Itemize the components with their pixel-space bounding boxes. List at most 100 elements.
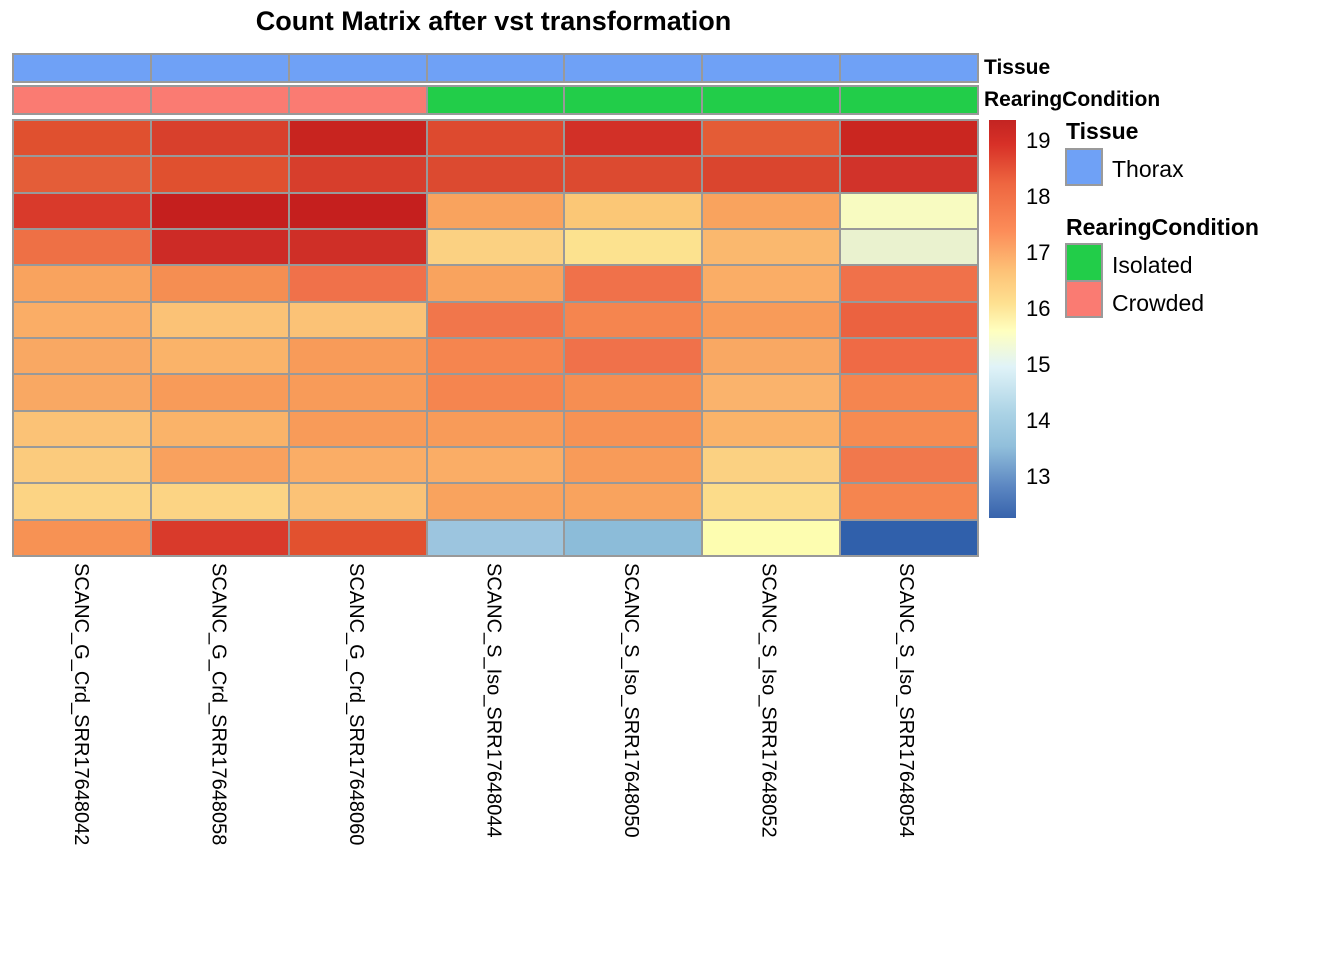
legend-label-crowded: Crowded (1112, 290, 1205, 316)
heatmap-cell (703, 121, 840, 156)
heatmap-cell (703, 411, 840, 446)
heatmap-cell (565, 520, 702, 555)
heatmap-cell (841, 229, 977, 265)
rearing-annotation-cell (427, 87, 564, 113)
color-scale-ticks: 19 18 17 16 15 14 13 (1026, 120, 1086, 518)
heatmap-cell (14, 121, 150, 156)
heatmap-cell (289, 447, 426, 483)
heatmap-cell (565, 484, 702, 519)
column-label: SCANC_S_Iso_SRR17648050 (620, 563, 643, 838)
heatmap-cell (14, 157, 150, 192)
heatmap-cell (14, 193, 150, 228)
heatmap-cell (427, 447, 564, 483)
column-label-slot: SCANC_S_Iso_SRR17648044 (425, 563, 563, 953)
heatmap-cell (565, 411, 702, 446)
heatmap-cell (14, 520, 150, 555)
heatmap-cell (427, 375, 564, 410)
column-label: SCANC_G_Crd_SRR17648058 (207, 563, 230, 846)
heatmap-cell (841, 484, 977, 519)
heatmap-cell (565, 375, 702, 410)
heatmap-cell (427, 302, 564, 337)
plot-title: Count Matrix after vst transformation (255, 6, 732, 36)
rearing-annotation-cell (151, 87, 288, 113)
legend-label-thorax: Thorax (1112, 156, 1184, 182)
heatmap-cell (151, 193, 288, 228)
color-scale-bar (989, 120, 1016, 518)
heatmap-cell (14, 484, 150, 519)
heatmap-cell (703, 193, 840, 228)
color-scale-tick-label: 16 (1026, 296, 1051, 321)
heatmap-cell (151, 121, 288, 156)
rearing-annotation-cell (565, 87, 702, 113)
heatmap-cell (151, 266, 288, 301)
heatmap-cell (841, 157, 977, 192)
rearing-annotation-cell (14, 87, 150, 113)
heatmap-cell (427, 229, 564, 265)
heatmap-cell (289, 338, 426, 374)
heatmap-cell (289, 229, 426, 265)
heatmap-cell (703, 484, 840, 519)
column-label: SCANC_S_Iso_SRR17648044 (482, 563, 505, 838)
heatmap-grid (12, 119, 979, 557)
heatmap-cell (703, 520, 840, 555)
heatmap-cell (565, 121, 702, 156)
column-label: SCANC_S_Iso_SRR17648052 (757, 563, 780, 838)
heatmap-cell (427, 484, 564, 519)
heatmap-cell (427, 520, 564, 555)
legend-rearing-title: RearingCondition (1066, 214, 1259, 240)
heatmap-cell (151, 375, 288, 410)
rearing-annotation-cell (289, 87, 426, 113)
heatmap-cell (703, 375, 840, 410)
color-scale-tick-label: 13 (1026, 464, 1051, 489)
heatmap-cell (565, 447, 702, 483)
heatmap-cell (565, 193, 702, 228)
rearing-annotation-cell (841, 87, 977, 113)
heatmap-cell (14, 338, 150, 374)
heatmap-cell (289, 302, 426, 337)
legend-swatch-crowded (1065, 280, 1103, 318)
heatmap-cell (565, 157, 702, 192)
color-scale-tick-label: 17 (1026, 240, 1051, 265)
heatmap-cell (151, 229, 288, 265)
heatmap-cell (703, 447, 840, 483)
heatmap-cell (289, 520, 426, 555)
heatmap-cell (151, 157, 288, 192)
heatmap-cell (427, 338, 564, 374)
heatmap-cell (841, 266, 977, 301)
heatmap-cell (841, 121, 977, 156)
heatmap-cell (289, 193, 426, 228)
heatmap-cell (289, 121, 426, 156)
heatmap-cell (841, 447, 977, 483)
heatmap-cell (703, 302, 840, 337)
legend-swatch-isolated (1065, 243, 1103, 282)
legend-swatch-thorax (1065, 148, 1103, 186)
heatmap-cell (151, 411, 288, 446)
heatmap-cell (565, 302, 702, 337)
tissue-annotation-cell (703, 55, 840, 81)
heatmap-cell (841, 520, 977, 555)
heatmap-cell (565, 338, 702, 374)
color-scale-tick-label: 18 (1026, 184, 1051, 209)
tissue-annotation-cell (14, 55, 150, 81)
heatmap-cell (14, 302, 150, 337)
heatmap-cell (14, 266, 150, 301)
rearing-annotation-cell (703, 87, 840, 113)
column-label: SCANC_G_Crd_SRR17648060 (344, 563, 367, 846)
heatmap-cell (703, 229, 840, 265)
heatmap-cell (14, 229, 150, 265)
tissue-annotation-cell (841, 55, 977, 81)
column-label-slot: SCANC_G_Crd_SRR17648058 (150, 563, 288, 953)
tissue-annotation-bar (12, 53, 979, 83)
heatmap-cell (427, 193, 564, 228)
heatmap-cell (289, 484, 426, 519)
color-scale-tick-label: 14 (1026, 408, 1051, 433)
heatmap-cell (427, 121, 564, 156)
heatmap-cell (841, 375, 977, 410)
column-label: SCANC_G_Crd_SRR17648042 (69, 563, 92, 846)
heatmap-cell (151, 447, 288, 483)
heatmap-cell (427, 157, 564, 192)
heatmap-cell (841, 302, 977, 337)
column-label-slot: SCANC_G_Crd_SRR17648042 (12, 563, 150, 953)
tissue-annotation-cell (565, 55, 702, 81)
